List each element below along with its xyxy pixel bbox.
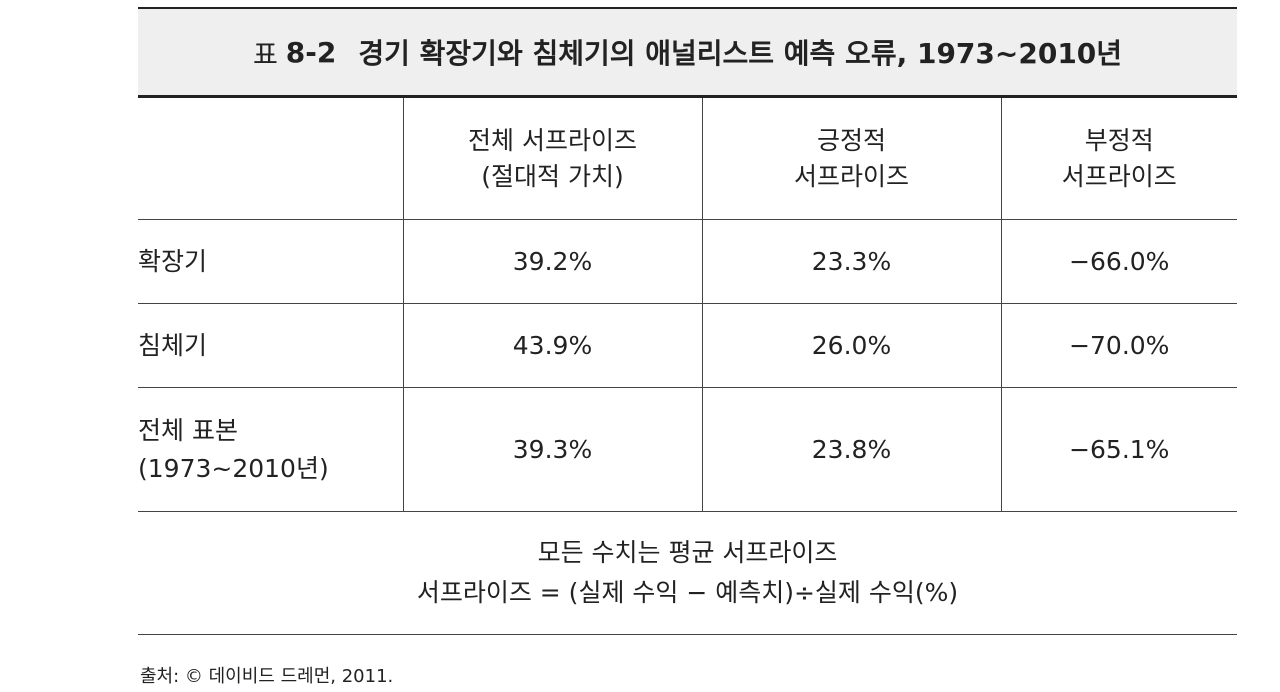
row-label-full-sample: 전체 표본 (1973~2010년) [138,387,403,512]
header-line2: 서프라이즈 [1061,161,1177,191]
cell-positive: 23.8% [701,387,1001,512]
header-cell-total-surprise: 전체 서프라이즈 (절대적 가치) [402,98,702,220]
header-cell-empty [138,98,403,220]
cell-total: 39.3% [402,387,702,512]
note-line2: 서프라이즈 = (실제 수익 − 예측치)÷실제 수익(%) [416,578,959,607]
data-table: 표 8-2 경기 확장기와 침체기의 애널리스트 예측 오류, 1973~201… [138,7,1237,635]
table-title-bar: 표 8-2 경기 확장기와 침체기의 애널리스트 예측 오류, 1973~201… [138,7,1237,98]
row-label-line1: 전체 표본 [138,415,238,445]
cell-negative: −66.0% [1000,219,1237,304]
table-note: 모든 수치는 평균 서프라이즈 서프라이즈 = (실제 수익 − 예측치)÷실제… [138,511,1237,635]
row-label-line2: (1973~2010년) [138,453,329,483]
header-line2: (절대적 가치) [481,161,624,191]
row-label-recession: 침체기 [138,303,403,388]
header-line1: 부정적 [1084,125,1154,155]
table-title: 경기 확장기와 침체기의 애널리스트 예측 오류, 1973~2010년 [358,37,1123,70]
cell-total: 39.2% [402,219,702,304]
row-label-expansion: 확장기 [138,219,403,304]
table-row: 전체 표본 (1973~2010년) 39.3% 23.8% −65.1% [138,387,1237,512]
cell-positive: 23.3% [701,219,1001,304]
header-cell-negative-surprise: 부정적 서프라이즈 [1000,98,1237,220]
header-line2: 서프라이즈 [793,161,909,191]
note-row: 모든 수치는 평균 서프라이즈 서프라이즈 = (실제 수익 − 예측치)÷실제… [138,511,1237,635]
table-row: 확장기 39.2% 23.3% −66.0% [138,219,1237,304]
header-line1: 긍정적 [816,125,886,155]
source-citation: 출처: © 데이비드 드레먼, 2011. [140,666,394,687]
table-title-number: 8-2 [285,35,337,69]
cell-total: 43.9% [402,303,702,388]
header-row: 전체 서프라이즈 (절대적 가치) 긍정적 서프라이즈 부정적 서프라이즈 [138,98,1237,220]
note-line1: 모든 수치는 평균 서프라이즈 [537,538,838,567]
cell-negative: −70.0% [1000,303,1237,388]
cell-positive: 26.0% [701,303,1001,388]
forecast-error-table: 전체 서프라이즈 (절대적 가치) 긍정적 서프라이즈 부정적 서프라이즈 확장… [138,98,1237,635]
header-line1: 전체 서프라이즈 [468,125,637,155]
table-title-prefix: 표 [252,39,278,71]
cell-negative: −65.1% [1000,387,1237,512]
header-cell-positive-surprise: 긍정적 서프라이즈 [701,98,1001,220]
table-row: 침체기 43.9% 26.0% −70.0% [138,303,1237,388]
